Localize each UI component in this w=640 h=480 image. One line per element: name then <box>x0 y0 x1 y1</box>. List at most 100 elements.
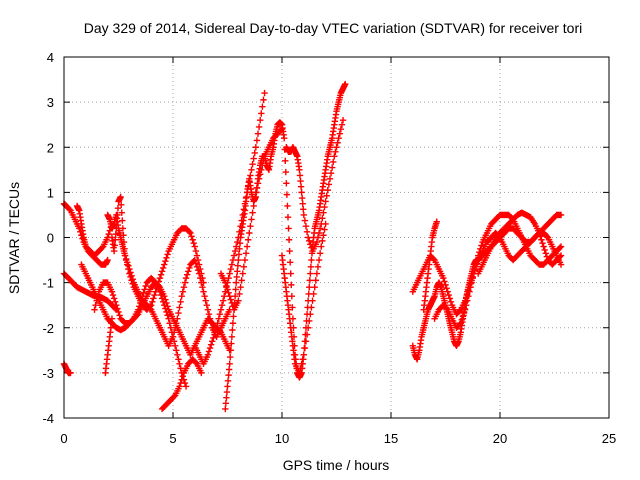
data-point <box>302 338 310 345</box>
data-point <box>557 261 565 268</box>
data-point <box>156 274 164 282</box>
data-point <box>227 265 234 273</box>
data-point <box>129 280 136 287</box>
data-point <box>171 324 179 331</box>
data-point <box>230 252 238 259</box>
data-point <box>185 268 192 275</box>
data-point <box>192 247 200 255</box>
data-point <box>227 347 234 354</box>
series-arc-10 <box>158 356 205 413</box>
data-point <box>253 184 261 192</box>
data-point <box>187 229 194 237</box>
data-point <box>225 371 232 379</box>
data-point <box>166 320 173 327</box>
data-point <box>129 316 136 324</box>
data-point <box>197 265 204 273</box>
data-point <box>255 175 263 183</box>
data-point <box>209 338 216 345</box>
data-point <box>191 243 198 250</box>
data-point <box>306 317 313 325</box>
y-tick-label: -1 <box>42 276 54 291</box>
data-point <box>222 400 230 407</box>
data-point <box>253 137 261 144</box>
data-point <box>159 264 167 272</box>
data-point <box>202 297 209 304</box>
data-marks <box>60 80 565 413</box>
data-point <box>257 116 264 124</box>
data-point <box>557 211 565 219</box>
data-point <box>236 245 243 252</box>
data-point <box>231 292 239 300</box>
data-point <box>230 313 237 320</box>
data-point <box>313 270 321 277</box>
data-point <box>464 297 471 304</box>
data-point <box>177 298 184 306</box>
data-point <box>116 312 123 319</box>
data-point <box>330 158 337 166</box>
data-point <box>447 298 455 306</box>
data-point <box>91 306 98 313</box>
data-point <box>298 360 305 368</box>
data-point <box>158 268 166 275</box>
series-arc-3 <box>60 360 74 377</box>
data-point <box>247 223 254 230</box>
data-point <box>186 228 193 236</box>
data-point <box>433 218 440 225</box>
x-tick-label: 25 <box>602 431 616 446</box>
data-point <box>328 164 336 171</box>
y-tick-label: 2 <box>47 140 54 155</box>
series-arc-4 <box>73 202 116 259</box>
data-point <box>304 234 312 241</box>
data-point <box>541 246 548 254</box>
data-point <box>105 230 112 238</box>
data-point <box>228 261 236 268</box>
data-point <box>223 282 230 290</box>
data-point <box>118 209 125 216</box>
data-point <box>164 312 171 319</box>
data-point <box>203 301 210 309</box>
data-point <box>306 277 313 284</box>
data-point <box>296 369 303 377</box>
data-point <box>117 193 124 201</box>
data-point <box>296 172 304 179</box>
data-point <box>165 315 172 322</box>
data-point <box>207 341 215 348</box>
y-tick-label: -4 <box>42 411 54 426</box>
data-point <box>249 160 256 168</box>
data-point <box>159 298 167 306</box>
data-point <box>459 313 467 320</box>
data-point <box>149 298 156 306</box>
data-point <box>443 305 450 312</box>
series-arc-21 <box>475 209 565 277</box>
data-point <box>154 281 161 289</box>
data-point <box>150 295 157 302</box>
data-point <box>152 288 159 295</box>
data-point <box>261 89 268 97</box>
data-point <box>557 243 565 250</box>
data-point <box>192 359 200 366</box>
data-point <box>254 130 262 137</box>
data-point <box>114 211 121 219</box>
data-point <box>199 274 206 282</box>
data-point <box>297 177 304 185</box>
data-point <box>223 388 231 396</box>
data-point <box>113 218 121 225</box>
data-point <box>175 309 182 317</box>
data-point <box>182 274 190 282</box>
data-point <box>224 377 232 384</box>
data-point <box>119 217 126 224</box>
data-point <box>314 263 322 271</box>
data-point <box>178 292 185 300</box>
data-point <box>239 270 246 277</box>
data-point <box>300 351 307 359</box>
series-arc-8 <box>102 315 116 377</box>
data-point <box>303 228 311 236</box>
data-point <box>304 324 312 331</box>
data-point <box>283 180 290 187</box>
data-point <box>468 279 475 286</box>
data-point <box>478 242 485 249</box>
data-point <box>235 251 243 258</box>
data-point <box>312 277 319 284</box>
data-point <box>227 353 234 361</box>
